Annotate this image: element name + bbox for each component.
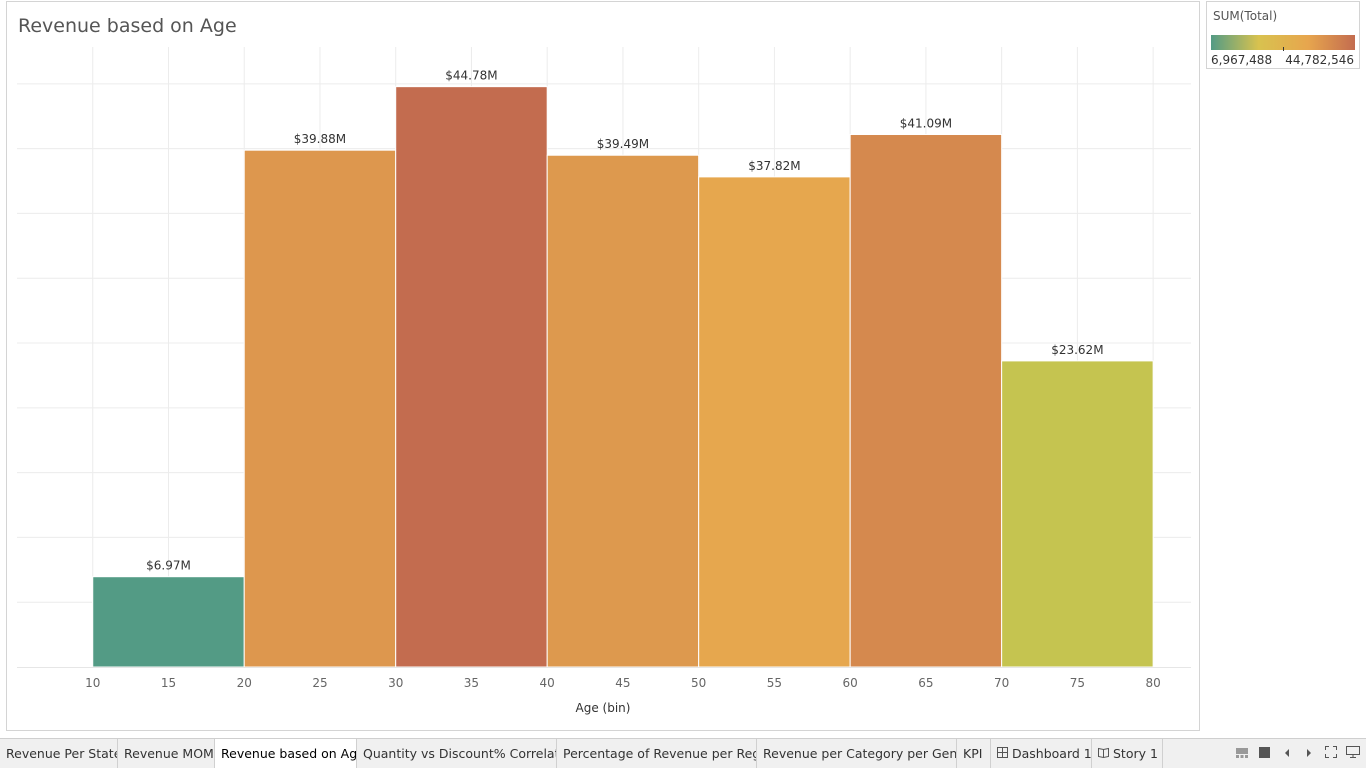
bar [92,576,245,668]
legend-title: SUM(Total) [1213,9,1278,23]
bar [546,154,700,668]
tab-revenue-per-state[interactable]: Revenue Per State [0,739,118,768]
show-filmstrip-icon[interactable] [1234,745,1250,763]
tab-label: Revenue MOM [124,746,214,761]
tab-dashboard-1[interactable]: Dashboard 1 [991,739,1092,768]
tab-kpi[interactable]: KPI [957,739,991,768]
x-tick-label: 15 [161,676,176,690]
tab-percentage-revenue-region[interactable]: Percentage of Revenue per Regi... [557,739,757,768]
bar-chart[interactable]: $6.97M $39.88M $44.78M $39.49M $37.82M $41.09… [7,2,1199,730]
bar [698,176,851,668]
tab-story-1[interactable]: Story 1 [1092,739,1163,768]
x-tick-label: 65 [918,676,933,690]
bar-value-label: $23.62M [1051,343,1103,357]
bar-value-label: $41.09M [900,117,952,131]
bar [849,134,1003,668]
legend-center-marker [1283,47,1284,51]
story-icon [1098,739,1109,768]
x-tick-label: 45 [615,676,630,690]
new-sheet-icon[interactable] [1344,745,1362,763]
tab-label: Quantity vs Discount% Correlati... [363,746,557,761]
tab-revenue-based-on-age[interactable]: Revenue based on Age [215,739,357,768]
next-sheet-icon[interactable] [1302,745,1316,763]
x-tick-label: 50 [691,676,706,690]
x-tick-label: 75 [1070,676,1085,690]
bar [395,86,548,668]
x-tick-label: 60 [843,676,858,690]
tab-label: Revenue Per State [6,746,118,761]
legend-max-label: 44,782,546 [1285,53,1354,67]
x-tick-label: 10 [85,676,100,690]
x-tick-label: 35 [464,676,479,690]
x-axis-title: Age (bin) [576,701,631,715]
x-tick-label: 55 [767,676,782,690]
tab-label: KPI [963,746,983,761]
tab-revenue-category-gender[interactable]: Revenue per Category per Gender [757,739,957,768]
bar-value-label: $6.97M [146,559,191,573]
show-tabs-icon[interactable] [1256,745,1272,763]
x-tick-label: 80 [1145,676,1160,690]
x-tick-label: 70 [994,676,1009,690]
bar-value-label: $39.49M [597,137,649,151]
worksheet-title: Revenue based on Age [18,15,237,37]
bar-value-label: $37.82M [748,159,800,173]
worksheet-view[interactable]: Revenue based on Age $6.97M $39.88M $44.78… [6,1,1200,731]
dashboard-icon [997,739,1008,768]
color-legend[interactable]: SUM(Total) 6,967,488 44,782,546 [1206,1,1360,69]
tab-label: Dashboard 1 [1012,746,1092,761]
x-tick-label: 40 [540,676,555,690]
sheet-tab-bar: Revenue Per State Revenue MOM Revenue ba… [0,738,1366,768]
x-tick-label: 25 [312,676,327,690]
bar-value-label: $39.88M [294,132,346,146]
legend-color-ramp [1211,35,1355,50]
previous-sheet-icon[interactable] [1280,745,1294,763]
x-axis: 10 15 20 25 30 35 40 45 50 55 60 65 70 75 80 [17,667,1191,690]
tab-label: Revenue based on Age [221,746,357,761]
tab-revenue-mom[interactable]: Revenue MOM [118,739,215,768]
tab-quantity-vs-discount[interactable]: Quantity vs Discount% Correlati... [357,739,557,768]
tab-label: Revenue per Category per Gender [763,746,957,761]
presentation-mode-icon[interactable] [1323,745,1339,763]
x-tick-label: 30 [388,676,403,690]
bars [92,86,1154,668]
x-tick-label: 20 [237,676,252,690]
bar-value-label: $44.78M [445,69,497,83]
bar [1001,360,1154,668]
bar [243,149,397,668]
tab-label: Story 1 [1113,746,1158,761]
bar-labels: $6.97M $39.88M $44.78M $39.49M $37.82M $41.09… [146,69,1103,573]
tab-label: Percentage of Revenue per Regi... [563,746,757,761]
legend-min-label: 6,967,488 [1211,53,1273,67]
